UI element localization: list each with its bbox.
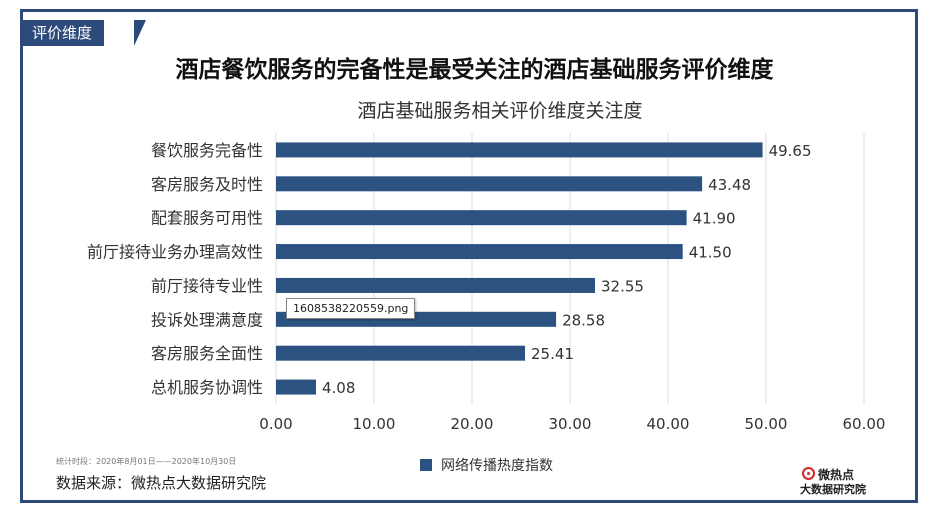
x-tick-label: 50.00 xyxy=(745,415,788,433)
value-label: 4.08 xyxy=(322,379,355,397)
category-label: 客房服务全面性 xyxy=(151,344,263,363)
section-tag: 评价维度 xyxy=(20,20,105,46)
value-label: 32.55 xyxy=(601,277,644,295)
legend-swatch xyxy=(420,459,432,471)
filename-tooltip: 1608538220559.png xyxy=(286,298,416,319)
category-label: 前厅接待业务办理高效性 xyxy=(87,243,263,262)
bar xyxy=(276,142,763,158)
value-label: 28.58 xyxy=(562,311,605,329)
x-tick-label: 10.00 xyxy=(353,415,396,433)
x-tick-label: 30.00 xyxy=(549,415,592,433)
data-source: 数据来源：微热点大数据研究院 xyxy=(56,474,267,492)
logo-name: 微热点 xyxy=(818,468,855,482)
headline: 酒店餐饮服务的完备性是最受关注的酒店基础服务评价维度 xyxy=(175,57,774,83)
bar xyxy=(276,210,687,226)
bar xyxy=(276,176,703,192)
x-tick-label: 40.00 xyxy=(647,415,690,433)
section-tag-wedge xyxy=(134,20,146,46)
value-label: 25.41 xyxy=(531,345,574,363)
category-label: 投诉处理满意度 xyxy=(151,310,263,329)
statistics-period: 统计时段：2020年8月01日——2020年10月30日 xyxy=(56,457,237,466)
category-label: 前厅接待专业性 xyxy=(151,276,263,295)
value-label: 41.90 xyxy=(693,210,736,228)
publisher-logo: 微热点 大数据研究院 xyxy=(800,466,890,496)
logo-mark-icon xyxy=(802,467,815,480)
chart-title: 酒店基础服务相关评价维度关注度 xyxy=(357,100,642,122)
bar xyxy=(276,277,595,293)
legend: 网络传播热度指数 xyxy=(420,458,553,474)
bar xyxy=(276,244,683,260)
bar xyxy=(276,345,526,361)
legend-label: 网络传播热度指数 xyxy=(441,458,553,474)
x-tick-label: 20.00 xyxy=(451,415,494,433)
category-label: 配套服务可用性 xyxy=(151,209,263,228)
value-label: 49.65 xyxy=(769,142,812,160)
bar xyxy=(276,379,316,395)
x-tick-label: 60.00 xyxy=(843,415,886,433)
logo-subtitle: 大数据研究院 xyxy=(800,483,866,496)
category-label: 餐饮服务完备性 xyxy=(151,141,263,160)
category-label: 客房服务及时性 xyxy=(151,175,263,194)
value-label: 41.50 xyxy=(689,244,732,262)
value-label: 43.48 xyxy=(708,176,751,194)
x-tick-label: 0.00 xyxy=(259,415,292,433)
category-label: 总机服务协调性 xyxy=(151,378,263,397)
